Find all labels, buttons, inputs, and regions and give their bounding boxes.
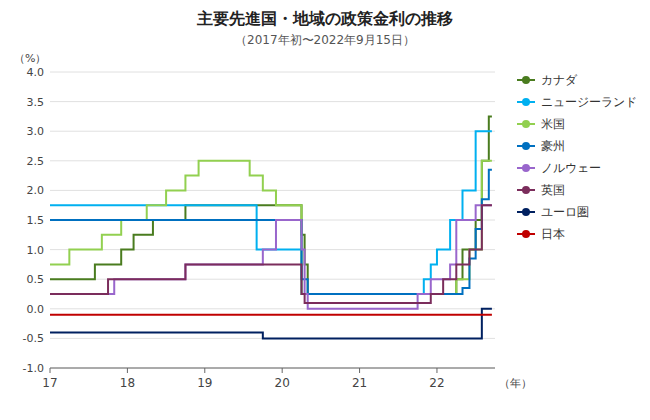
x-tick-label: 22 [429, 376, 444, 390]
legend-marker [522, 142, 530, 150]
x-tick [204, 368, 205, 373]
grid-line [50, 308, 495, 309]
x-tick-label: 21 [352, 376, 367, 390]
y-tick-label: 3.5 [27, 96, 45, 109]
legend: カナダニュージーランド米国豪州ノルウェー英国ユーロ圏日本 [517, 73, 637, 241]
grid-line [50, 160, 495, 161]
legend-label: ユーロ圏 [541, 205, 589, 219]
x-tick [50, 368, 51, 373]
legend-marker [522, 76, 530, 84]
chart: 主要先進国・地域の政策金利の推移 （2017年初〜2022年9月15日） -1.0 -… [0, 0, 650, 420]
y-tick-label: -0.5 [23, 332, 44, 345]
legend-label: カナダ [541, 73, 578, 87]
legend-label: 英国 [541, 183, 565, 197]
grid-line [50, 131, 495, 132]
legend-marker [522, 186, 530, 194]
series-line [50, 116, 492, 294]
y-tick-label: 1.0 [27, 244, 45, 257]
legend-marker [522, 164, 530, 172]
y-tick-label: 2.5 [27, 155, 45, 168]
legend-marker [522, 208, 530, 216]
x-tick-label: 19 [197, 376, 212, 390]
y-tick-label: 2.0 [27, 184, 45, 197]
legend-marker [522, 120, 530, 128]
x-tick [436, 368, 437, 373]
legend-marker [522, 230, 530, 238]
grid [50, 72, 495, 368]
subtitle: （2017年初〜2022年9月15日） [235, 33, 415, 47]
x-tick-label: 17 [42, 376, 57, 390]
y-tick-label: 0.0 [27, 303, 45, 316]
series-line [50, 170, 492, 294]
legend-label: 米国 [541, 117, 565, 131]
series-line [50, 205, 492, 303]
y-tick-label: 0.5 [27, 273, 45, 286]
legend-marker [522, 98, 530, 106]
y-tick-label: 3.0 [27, 125, 45, 138]
series-line [50, 309, 492, 339]
series-line [50, 205, 492, 309]
y-tick-label: 4.0 [27, 66, 45, 79]
x-axis-line [50, 368, 495, 369]
x-tick [127, 368, 128, 373]
grid-line [50, 101, 495, 102]
title: 主要先進国・地域の政策金利の推移 [196, 9, 453, 28]
grid-line [50, 72, 495, 73]
x-tick [359, 368, 360, 373]
x-axis-label: （年） [499, 377, 532, 390]
series-line [50, 161, 492, 294]
legend-label: ノルウェー [541, 161, 601, 175]
grid-line [50, 368, 495, 369]
x-tick [282, 368, 283, 373]
y-tick-label: 1.5 [27, 214, 45, 227]
legend-label: 豪州 [541, 139, 565, 153]
lines [50, 116, 492, 338]
series-line [50, 314, 492, 316]
y-tick-label: -1.0 [23, 362, 44, 375]
x-tick-label: 20 [275, 376, 290, 390]
legend-label: ニュージーランド [541, 95, 637, 109]
y-axis-label: （%） [14, 52, 46, 65]
series-line [50, 131, 492, 294]
x-tick-label: 18 [120, 376, 135, 390]
legend-label: 日本 [541, 227, 565, 241]
